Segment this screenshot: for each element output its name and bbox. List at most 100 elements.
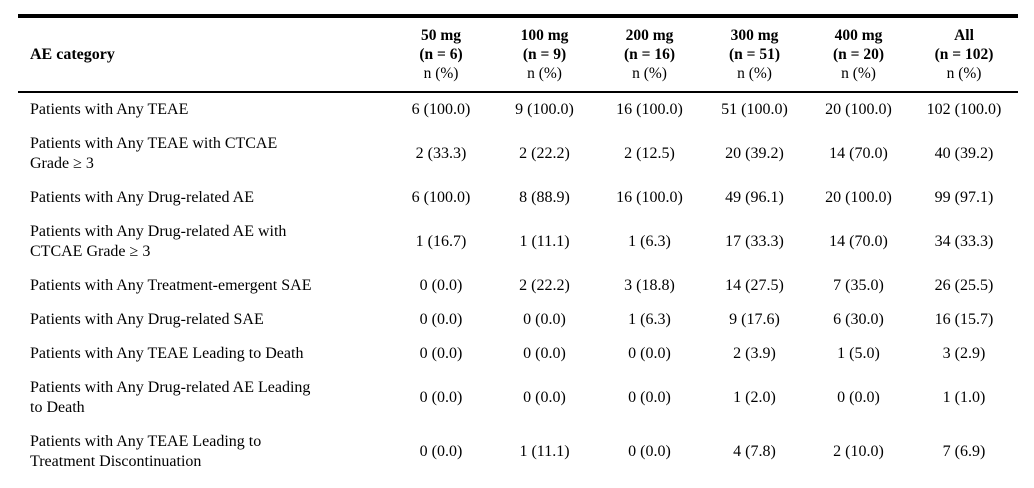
value-cell-400mg: 20 (100.0)	[825, 189, 892, 206]
value-cell-all: 102 (100.0)	[926, 101, 1002, 118]
value-cell-all: 26 (25.5)	[934, 277, 994, 294]
dose-label: All	[954, 27, 974, 44]
value-cell-400mg: 7 (35.0)	[833, 277, 884, 294]
value-cell-300mg: 4 (7.8)	[733, 443, 776, 460]
value-cell-50mg: 0 (0.0)	[419, 443, 463, 460]
value-cell-all: 99 (97.1)	[934, 189, 994, 206]
ae-category-line: Patients with Any Drug-related SAE	[30, 311, 264, 328]
ae-category-line: Patients with Any TEAE with CTCAE	[30, 135, 278, 152]
table-row: Patients with Any TEAE 6 (100.0) 9 (100.…	[18, 92, 1018, 127]
header-col-50mg: 50 mg (n = 6) n (%)	[390, 14, 492, 93]
value-cell-200mg: 0 (0.0)	[628, 389, 671, 406]
value-cell-200mg: 16 (100.0)	[616, 189, 683, 206]
dose-label: 50 mg	[420, 27, 462, 44]
value-cell-50mg: 2 (33.3)	[415, 145, 467, 162]
n-label: (n = 20)	[832, 46, 885, 63]
stat-label: n (%)	[946, 65, 982, 82]
table-row: Patients with Any Treatment-emergent SAE…	[18, 269, 1018, 303]
value-cell-400mg: 20 (100.0)	[825, 101, 892, 118]
value-cell-400mg: 14 (70.0)	[829, 233, 888, 250]
value-cell-300mg: 17 (33.3)	[725, 233, 784, 250]
ae-category-line: Treatment Discontinuation	[30, 453, 202, 470]
ae-category-line: Patients with Any TEAE Leading to Death	[30, 345, 304, 362]
ae-category-line: Patients with Any Drug-related AE with	[30, 223, 287, 240]
value-cell-100mg: 2 (22.2)	[519, 145, 570, 162]
value-cell-all: 34 (33.3)	[934, 233, 994, 250]
stat-label: n (%)	[423, 65, 459, 82]
value-cell-300mg: 2 (3.9)	[733, 345, 776, 362]
value-cell-50mg: 1 (16.7)	[415, 233, 467, 250]
dose-label: 400 mg	[834, 27, 883, 44]
table-row: Patients with Any TEAE Leading to Death …	[18, 337, 1018, 371]
value-cell-50mg: 0 (0.0)	[419, 277, 463, 294]
ae-category-cell: Patients with Any Drug-related AE with C…	[18, 215, 390, 269]
header-col-100mg: 100 mg (n = 9) n (%)	[492, 14, 597, 93]
header-row: AE category 50 mg (n = 6) n (%) 100 mg (…	[18, 14, 1018, 93]
value-cell-300mg: 51 (100.0)	[721, 101, 788, 118]
stat-label: n (%)	[527, 65, 562, 82]
ae-category-cell: Patients with Any TEAE Leading to Death	[18, 337, 390, 371]
header-ae-category: AE category	[18, 14, 390, 93]
value-cell-all: 3 (2.9)	[942, 345, 986, 362]
ae-category-cell: Patients with Any Drug-related SAE	[18, 303, 390, 337]
table-row: Patients with Any Drug-related AE with C…	[18, 215, 1018, 269]
value-cell-all: 1 (1.0)	[942, 389, 986, 406]
value-cell-all: 16 (15.7)	[934, 311, 994, 328]
dose-label: 100 mg	[520, 27, 569, 44]
ae-category-line: Grade ≥ 3	[30, 155, 94, 172]
value-cell-400mg: 14 (70.0)	[829, 145, 888, 162]
header-col-300mg: 300 mg (n = 51) n (%)	[702, 14, 807, 93]
value-cell-50mg: 6 (100.0)	[411, 189, 471, 206]
value-cell-50mg: 0 (0.0)	[419, 389, 463, 406]
value-cell-100mg: 0 (0.0)	[523, 389, 566, 406]
value-cell-100mg: 1 (11.1)	[519, 443, 570, 460]
n-label: (n = 6)	[419, 46, 463, 63]
value-cell-200mg: 1 (6.3)	[628, 233, 671, 250]
value-cell-100mg: 8 (88.9)	[519, 189, 570, 206]
stat-label: n (%)	[841, 65, 876, 82]
table-row: Patients with Any Drug-related AE 6 (100…	[18, 181, 1018, 215]
value-cell-400mg: 0 (0.0)	[837, 389, 880, 406]
n-label: (n = 102)	[934, 46, 994, 63]
value-cell-50mg: 0 (0.0)	[419, 311, 463, 328]
ae-category-line: to Death	[30, 399, 85, 416]
ae-category-line: Patients with Any TEAE	[30, 101, 189, 118]
value-cell-400mg: 6 (30.0)	[833, 311, 884, 328]
n-label: (n = 9)	[522, 46, 567, 63]
table-row: Patients with Any Drug-related AE Leadin…	[18, 371, 1018, 425]
ae-category-cell: Patients with Any Drug-related AE	[18, 181, 390, 215]
value-cell-200mg: 1 (6.3)	[628, 311, 671, 328]
value-cell-200mg: 16 (100.0)	[616, 101, 683, 118]
value-cell-100mg: 9 (100.0)	[515, 101, 574, 118]
value-cell-300mg: 49 (96.1)	[725, 189, 784, 206]
ae-category-cell: Patients with Any TEAE	[18, 92, 390, 127]
ae-summary-table: AE category 50 mg (n = 6) n (%) 100 mg (…	[18, 14, 1018, 479]
value-cell-100mg: 0 (0.0)	[523, 311, 566, 328]
value-cell-200mg: 0 (0.0)	[628, 443, 671, 460]
value-cell-100mg: 2 (22.2)	[519, 277, 570, 294]
header-col-200mg: 200 mg (n = 16) n (%)	[597, 14, 702, 93]
ae-category-cell: Patients with Any TEAE Leading to Treatm…	[18, 425, 390, 479]
value-cell-all: 40 (39.2)	[934, 145, 994, 162]
header-col-400mg: 400 mg (n = 20) n (%)	[807, 14, 910, 93]
ae-category-cell: Patients with Any Drug-related AE Leadin…	[18, 371, 390, 425]
table-row: Patients with Any TEAE with CTCAE Grade …	[18, 127, 1018, 181]
dose-label: 300 mg	[730, 27, 779, 44]
value-cell-300mg: 20 (39.2)	[725, 145, 784, 162]
n-label: (n = 16)	[623, 46, 676, 63]
stat-label: n (%)	[737, 65, 772, 82]
ae-category-cell: Patients with Any TEAE with CTCAE Grade …	[18, 127, 390, 181]
header-col-all: All (n = 102) n (%)	[910, 14, 1018, 93]
value-cell-200mg: 3 (18.8)	[624, 277, 675, 294]
ae-category-line: Patients with Any Drug-related AE Leadin…	[30, 379, 311, 396]
table-row: Patients with Any TEAE Leading to Treatm…	[18, 425, 1018, 479]
value-cell-300mg: 1 (2.0)	[733, 389, 776, 406]
ae-category-line: Patients with Any Drug-related AE	[30, 189, 254, 206]
value-cell-200mg: 2 (12.5)	[624, 145, 675, 162]
n-label: (n = 51)	[728, 46, 781, 63]
value-cell-400mg: 1 (5.0)	[837, 345, 880, 362]
ae-category-line: Patients with Any Treatment-emergent SAE	[30, 277, 312, 294]
value-cell-all: 7 (6.9)	[942, 443, 986, 460]
ae-category-cell: Patients with Any Treatment-emergent SAE	[18, 269, 390, 303]
value-cell-100mg: 0 (0.0)	[523, 345, 566, 362]
